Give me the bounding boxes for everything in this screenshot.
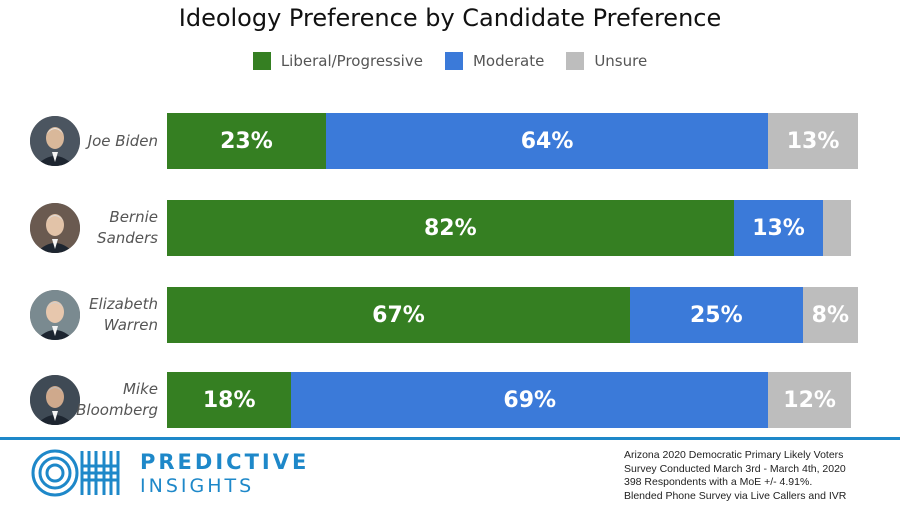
survey-note-line: Survey Conducted March 3rd - March 4th, … — [624, 462, 846, 475]
bar-segment: 25% — [629, 287, 803, 343]
bar-segment: 8% — [802, 287, 858, 343]
candidate-label: Mike Bloomberg — [76, 380, 158, 419]
bar-segment: 69% — [291, 372, 769, 428]
survey-notes: Arizona 2020 Democratic Primary Likely V… — [624, 449, 894, 503]
bar-row: Mike Bloomberg 18% 69% 12% — [0, 372, 900, 428]
legend-item: Moderate — [444, 52, 545, 70]
person-photo-icon — [30, 203, 80, 253]
bar-segment: 67% — [167, 287, 630, 343]
bar-row: Elizabeth Warren 67% 25% 8% — [0, 287, 900, 343]
stacked-bar: 82% 13% — [167, 200, 858, 256]
survey-note-line: Blended Phone Survey via Live Callers an… — [624, 489, 847, 502]
chart-legend: Liberal/Progressive Moderate Unsure — [0, 52, 900, 70]
person-photo-icon — [30, 116, 80, 166]
chart-title: Ideology Preference by Candidate Prefere… — [178, 4, 722, 32]
legend-label: Unsure — [594, 52, 648, 70]
legend-label: Moderate — [472, 52, 545, 70]
candidate-label: Joe Biden — [87, 131, 158, 150]
bar-segment: 13% — [733, 200, 824, 256]
legend-swatch — [252, 52, 271, 70]
candidate-label: Bernie Sanders — [97, 208, 158, 247]
bar-segment: 64% — [325, 113, 769, 169]
brand-name-line1: PREDICTIVE — [140, 450, 310, 474]
legend-swatch — [566, 52, 585, 70]
person-photo-icon — [30, 375, 80, 425]
bar-segment: 13% — [768, 113, 858, 169]
bar-row: Bernie Sanders 82% 13% — [0, 200, 900, 256]
bar-segment — [823, 200, 852, 256]
stacked-bar: 67% 25% 8% — [167, 287, 858, 343]
bar-segment: 18% — [167, 372, 292, 428]
oh-logo-icon — [30, 448, 122, 503]
legend-swatch — [444, 52, 463, 70]
candidate-label: Elizabeth Warren — [88, 295, 158, 334]
bar-segment: 23% — [167, 113, 326, 169]
bar-segment: 82% — [167, 200, 734, 256]
brand-name-line2: INSIGHTS — [140, 475, 255, 497]
legend-item: Unsure — [566, 52, 647, 70]
survey-note-line: 398 Respondents with a MoE +/- 4.91%. — [624, 476, 813, 488]
stacked-bar: 18% 69% 12% — [167, 372, 858, 428]
legend-item: Liberal/Progressive — [252, 52, 423, 70]
footer-divider — [0, 437, 900, 440]
legend-label: Liberal/Progressive — [280, 52, 423, 70]
stacked-bar: 23% 64% 13% — [167, 113, 858, 169]
bar-row: Joe Biden 23% 64% 13% — [0, 113, 900, 169]
person-photo-icon — [30, 290, 80, 340]
survey-note-line: Arizona 2020 Democratic Primary Likely V… — [624, 449, 844, 461]
bar-segment: 12% — [768, 372, 852, 428]
